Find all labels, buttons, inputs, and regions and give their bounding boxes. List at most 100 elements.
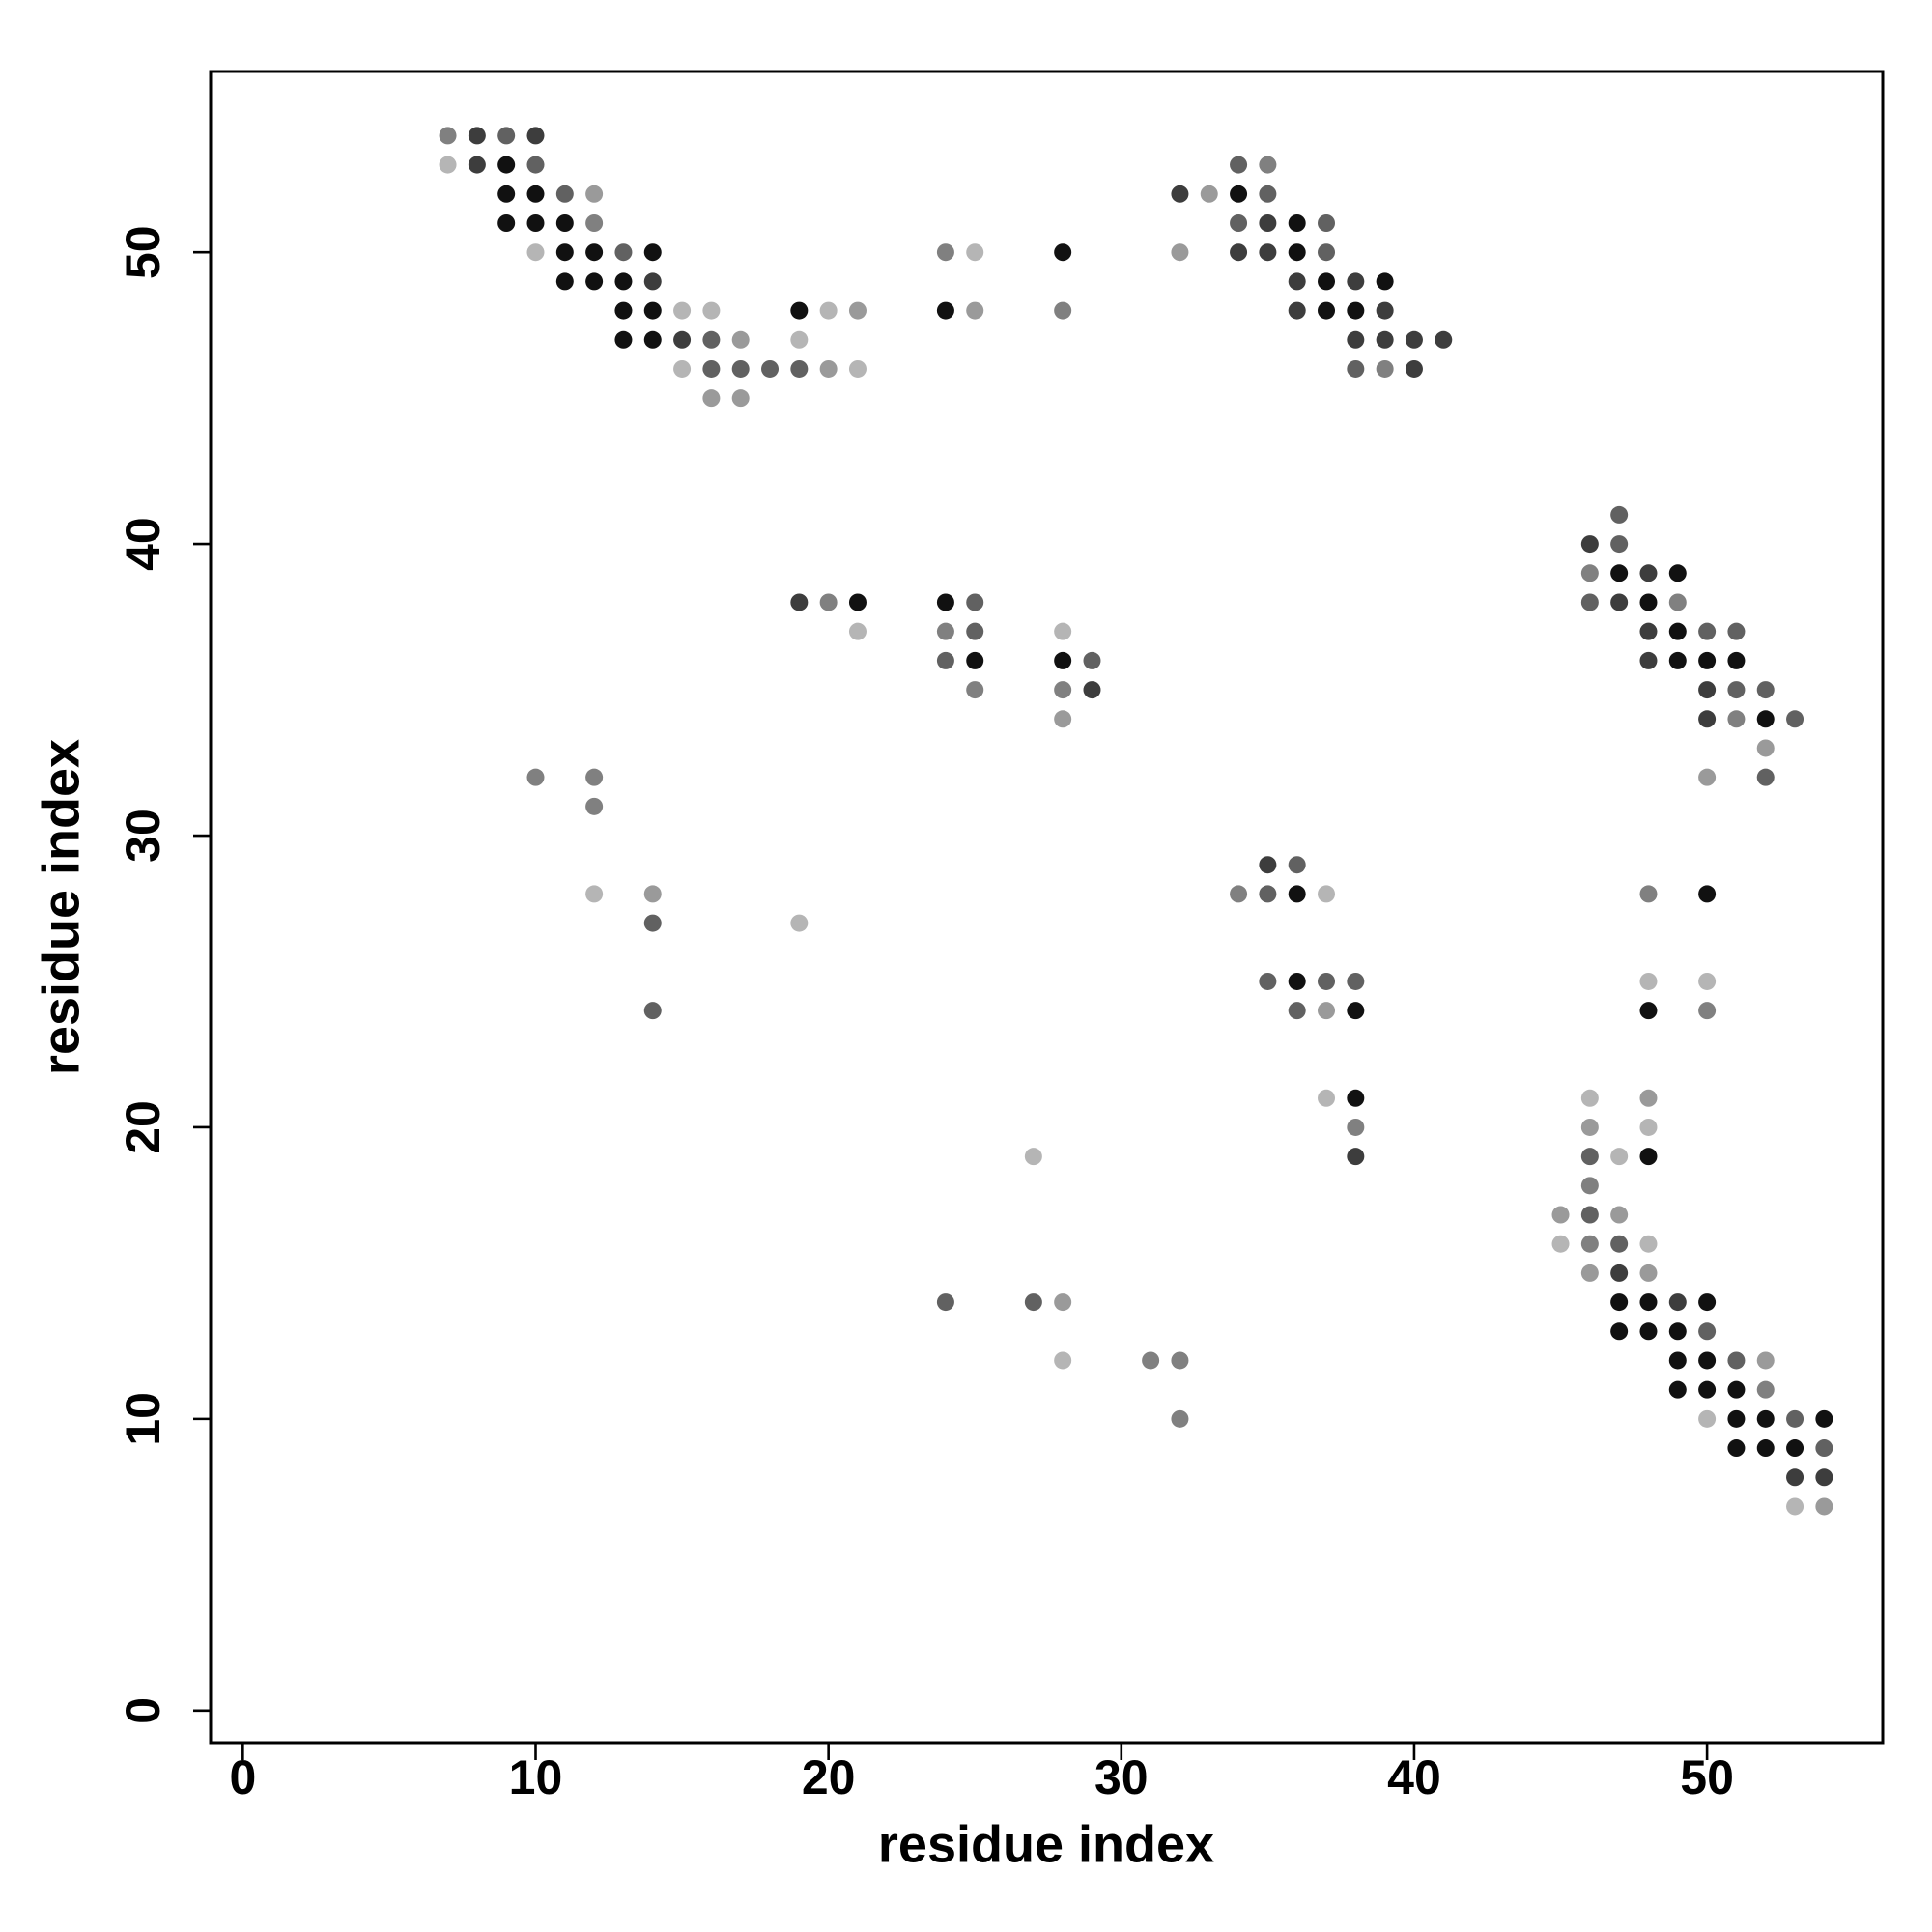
- x-axis-title: residue index: [878, 1815, 1214, 1873]
- contact-point: [1289, 856, 1306, 873]
- contact-point: [1318, 1090, 1335, 1107]
- contact-point: [1757, 1381, 1775, 1399]
- contact-point: [966, 593, 983, 611]
- contact-point: [497, 185, 515, 203]
- contact-point: [526, 243, 544, 261]
- contact-point: [1727, 681, 1745, 698]
- contact-point: [966, 243, 983, 261]
- contact-point: [1727, 623, 1745, 640]
- x-tick-label: 10: [509, 1750, 563, 1804]
- contact-point: [1259, 973, 1276, 990]
- contact-point: [673, 302, 691, 320]
- contact-point: [849, 360, 867, 378]
- contact-point: [1552, 1207, 1570, 1224]
- y-tick-label: 10: [116, 1392, 170, 1446]
- contact-point: [1610, 1293, 1628, 1311]
- contact-point: [1610, 1264, 1628, 1282]
- contact-point: [1318, 1002, 1335, 1019]
- contact-point: [1639, 1264, 1657, 1282]
- contact-point: [556, 214, 574, 232]
- contact-point: [1727, 652, 1745, 669]
- contact-point: [1259, 243, 1276, 261]
- contact-point: [1581, 564, 1599, 582]
- contact-point: [1669, 652, 1687, 669]
- contact-point: [1347, 331, 1364, 349]
- contact-point: [1639, 1293, 1657, 1311]
- contact-point: [1289, 885, 1306, 902]
- contact-point: [1698, 1322, 1716, 1340]
- contact-point: [1815, 1468, 1833, 1486]
- contact-point: [937, 302, 954, 320]
- contact-point: [937, 593, 954, 611]
- contact-point: [1318, 302, 1335, 320]
- contact-point: [761, 360, 779, 378]
- contact-point: [1581, 1264, 1599, 1282]
- contact-point: [1347, 973, 1364, 990]
- y-tick-label: 20: [116, 1100, 170, 1154]
- contact-point: [732, 331, 750, 349]
- contact-point: [614, 243, 632, 261]
- contact-point: [614, 331, 632, 349]
- x-tick-label: 50: [1680, 1750, 1734, 1804]
- contact-point: [1230, 185, 1247, 203]
- contact-point: [1581, 1119, 1599, 1136]
- contact-point: [1289, 1002, 1306, 1019]
- contact-point: [966, 652, 983, 669]
- contact-point: [1757, 1439, 1775, 1457]
- contact-point: [1727, 1410, 1745, 1428]
- contact-point: [526, 185, 544, 203]
- contact-point: [1698, 769, 1716, 786]
- contact-point: [1054, 302, 1071, 320]
- contact-point: [1581, 535, 1599, 553]
- contact-point: [1610, 535, 1628, 553]
- contact-point: [1815, 1439, 1833, 1457]
- contact-point: [585, 769, 603, 786]
- contact-point: [1698, 1351, 1716, 1369]
- contact-point: [1171, 243, 1188, 261]
- contact-point: [1698, 1002, 1716, 1019]
- contact-point: [1289, 214, 1306, 232]
- contact-point: [1083, 681, 1100, 698]
- contact-point: [644, 302, 662, 320]
- contact-point: [1786, 1410, 1804, 1428]
- x-tick-label: 20: [802, 1750, 856, 1804]
- contact-point: [1669, 1381, 1687, 1399]
- contact-point: [1347, 1090, 1364, 1107]
- contact-point: [1669, 1293, 1687, 1311]
- chart: residue index residue index 010203040500…: [0, 0, 1932, 1932]
- contact-point: [556, 272, 574, 290]
- contact-point: [526, 127, 544, 144]
- contact-point: [673, 360, 691, 378]
- contact-point: [1377, 272, 1394, 290]
- contact-point: [790, 593, 808, 611]
- contact-point: [1639, 1236, 1657, 1253]
- contact-point: [937, 623, 954, 640]
- contact-point: [1786, 1497, 1804, 1515]
- contact-point: [1581, 1090, 1599, 1107]
- contact-point: [820, 302, 838, 320]
- contact-point: [1347, 1002, 1364, 1019]
- contact-point: [1142, 1351, 1159, 1369]
- contact-point: [1727, 1351, 1745, 1369]
- contact-point: [1318, 973, 1335, 990]
- contact-point: [1698, 973, 1716, 990]
- contact-point: [1786, 1439, 1804, 1457]
- contact-point: [644, 243, 662, 261]
- contact-point: [702, 360, 720, 378]
- contact-point: [1698, 623, 1716, 640]
- contact-point: [732, 360, 750, 378]
- contact-point: [1757, 739, 1775, 756]
- contact-point: [1639, 564, 1657, 582]
- contact-point: [1669, 593, 1687, 611]
- contact-point: [497, 127, 515, 144]
- contact-point: [1757, 681, 1775, 698]
- contact-point: [790, 915, 808, 932]
- contact-point: [1054, 1293, 1071, 1311]
- contact-point: [1406, 360, 1423, 378]
- contact-point: [1054, 681, 1071, 698]
- contact-point: [849, 593, 867, 611]
- contact-point: [585, 214, 603, 232]
- contact-point: [440, 156, 457, 174]
- y-tick-label: 40: [116, 517, 170, 571]
- contact-point: [1289, 973, 1306, 990]
